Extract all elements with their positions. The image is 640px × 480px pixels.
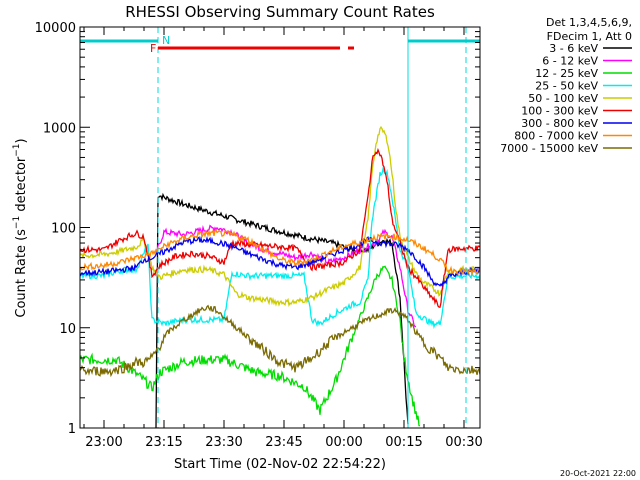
y-axis: 1 10 100 1000 10000: [35, 21, 480, 437]
y-axis-label-part-3: ): [14, 138, 29, 143]
flag-F-label: F: [150, 42, 156, 55]
x-tick-label-3: 23:30: [205, 435, 242, 450]
legend: Det 1,3,4,5,6,9, FDecim 1, Att 0 3 - 6 k…: [500, 16, 632, 155]
x-tick-label-7: 00:30: [445, 435, 482, 450]
x-tick-label-2: 23:15: [145, 435, 182, 450]
legend-label-9: 7000 - 15000 keV: [500, 142, 598, 155]
footer-date: 20-Oct-2021 22:00: [560, 469, 636, 478]
x-tick-label-6: 00:15: [385, 435, 422, 450]
flag-N-label: N: [162, 34, 170, 47]
legend-label-3: 12 - 25 keV: [535, 67, 598, 80]
series-line-1: [155, 192, 409, 428]
legend-label-1: 3 - 6 keV: [549, 42, 598, 55]
y-axis-label-part-2: detector: [14, 156, 29, 216]
legend-label-5: 50 - 100 keV: [528, 92, 598, 105]
series-line-2: [155, 224, 416, 328]
legend-label-8: 800 - 7000 keV: [514, 130, 598, 143]
y-axis-label-part-1: Count Rate (s: [14, 229, 29, 318]
x-tick-label-1: 23:00: [85, 435, 122, 450]
y-axis-label-sup-2: −1: [12, 143, 22, 156]
x-axis-label: Start Time (02-Nov-02 22:54:22): [174, 457, 386, 472]
series-line-4: [80, 166, 480, 329]
y-tick-label-4: 1000: [43, 121, 76, 136]
y-tick-label-1: 1: [68, 422, 76, 437]
y-tick-label-5: 10000: [35, 21, 76, 36]
legend-header-2: FDecim 1, Att 0: [547, 30, 632, 43]
y-tick-label-2: 10: [59, 322, 76, 337]
series-line-3: [80, 265, 421, 427]
series-line-8: [80, 229, 480, 277]
x-tick-label-4: 23:45: [265, 435, 302, 450]
legend-label-6: 100 - 300 keV: [521, 105, 598, 118]
x-tick-label-5: 00:00: [325, 435, 362, 450]
y-axis-label: Count Rate (s−1 detector−1): [12, 138, 29, 317]
legend-label-2: 6 - 12 keV: [542, 55, 598, 68]
series-line-9: [80, 304, 480, 378]
y-tick-label-3: 100: [51, 222, 76, 237]
plot-area: NF: [80, 27, 480, 428]
y-axis-label-sup-1: −1: [12, 216, 22, 229]
legend-label-4: 25 - 50 keV: [535, 80, 598, 93]
x-axis: 23:00 23:15 23:30 23:45 00:00 00:15 00:30: [83, 27, 483, 450]
legend-header-1: Det 1,3,4,5,6,9,: [546, 16, 632, 29]
legend-label-7: 300 - 800 keV: [521, 117, 598, 130]
chart-title: RHESSI Observing Summary Count Rates: [125, 3, 435, 21]
series-line-7: [80, 235, 480, 287]
